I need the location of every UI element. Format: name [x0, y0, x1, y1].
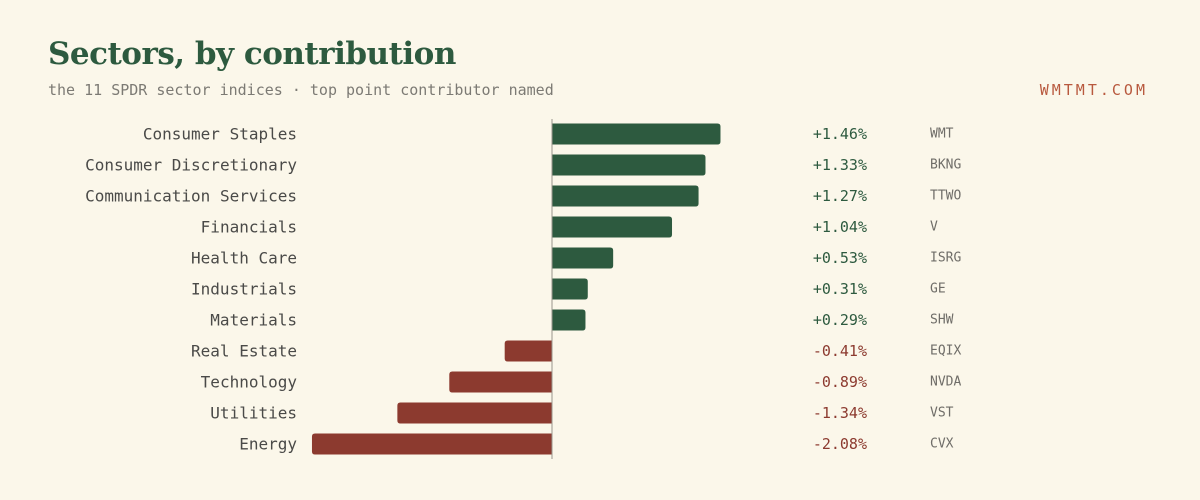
- value-label: -1.34%: [813, 404, 867, 422]
- category-label: Communication Services: [85, 187, 297, 206]
- bar[interactable]: [397, 402, 552, 424]
- contributor-ticker: CVX: [930, 437, 954, 452]
- category-label: Financials: [201, 218, 297, 237]
- category-label: Utilities: [210, 404, 297, 423]
- bar[interactable]: [311, 433, 552, 455]
- value-label: +0.29%: [813, 311, 867, 329]
- page-title: Sectors, by contribution: [48, 36, 456, 72]
- contributor-ticker: SHW: [930, 313, 954, 328]
- contributor-ticker: ISRG: [930, 251, 961, 266]
- page-subtitle: the 11 SPDR sector indices · top point c…: [48, 81, 554, 99]
- value-label: -0.41%: [813, 342, 867, 360]
- value-label: +0.53%: [813, 249, 867, 267]
- category-label: Consumer Discretionary: [85, 156, 297, 175]
- value-label: +1.33%: [813, 156, 867, 174]
- value-label: +1.46%: [813, 125, 867, 143]
- contributor-ticker: VST: [930, 406, 954, 421]
- bar[interactable]: [552, 278, 588, 300]
- value-label: -0.89%: [813, 373, 867, 391]
- brand-link[interactable]: WMTMT.COM: [1039, 81, 1148, 99]
- contributor-ticker: V: [930, 220, 938, 235]
- value-label: +1.27%: [813, 187, 867, 205]
- contributor-ticker: GE: [930, 282, 946, 297]
- value-label: -2.08%: [813, 435, 867, 453]
- category-label: Materials: [210, 311, 297, 330]
- contributor-ticker: TTWO: [930, 189, 961, 204]
- bar[interactable]: [449, 371, 552, 393]
- category-label: Real Estate: [191, 342, 297, 361]
- bar[interactable]: [552, 123, 721, 145]
- bar[interactable]: [552, 247, 614, 269]
- contributor-ticker: BKNG: [930, 158, 961, 173]
- bar[interactable]: [504, 340, 552, 362]
- contributor-ticker: WMT: [930, 127, 954, 142]
- contributor-ticker: NVDA: [930, 375, 961, 390]
- contributor-ticker: EQIX: [930, 344, 961, 359]
- value-label: +0.31%: [813, 280, 867, 298]
- category-label: Energy: [239, 435, 297, 454]
- bar[interactable]: [552, 216, 673, 238]
- category-label: Technology: [201, 373, 298, 392]
- bar[interactable]: [552, 185, 699, 207]
- value-label: +1.04%: [813, 218, 867, 236]
- bar[interactable]: [552, 309, 586, 331]
- category-label: Industrials: [191, 280, 297, 299]
- category-label: Health Care: [191, 249, 297, 268]
- category-label: Consumer Staples: [143, 125, 297, 144]
- bar[interactable]: [552, 154, 706, 176]
